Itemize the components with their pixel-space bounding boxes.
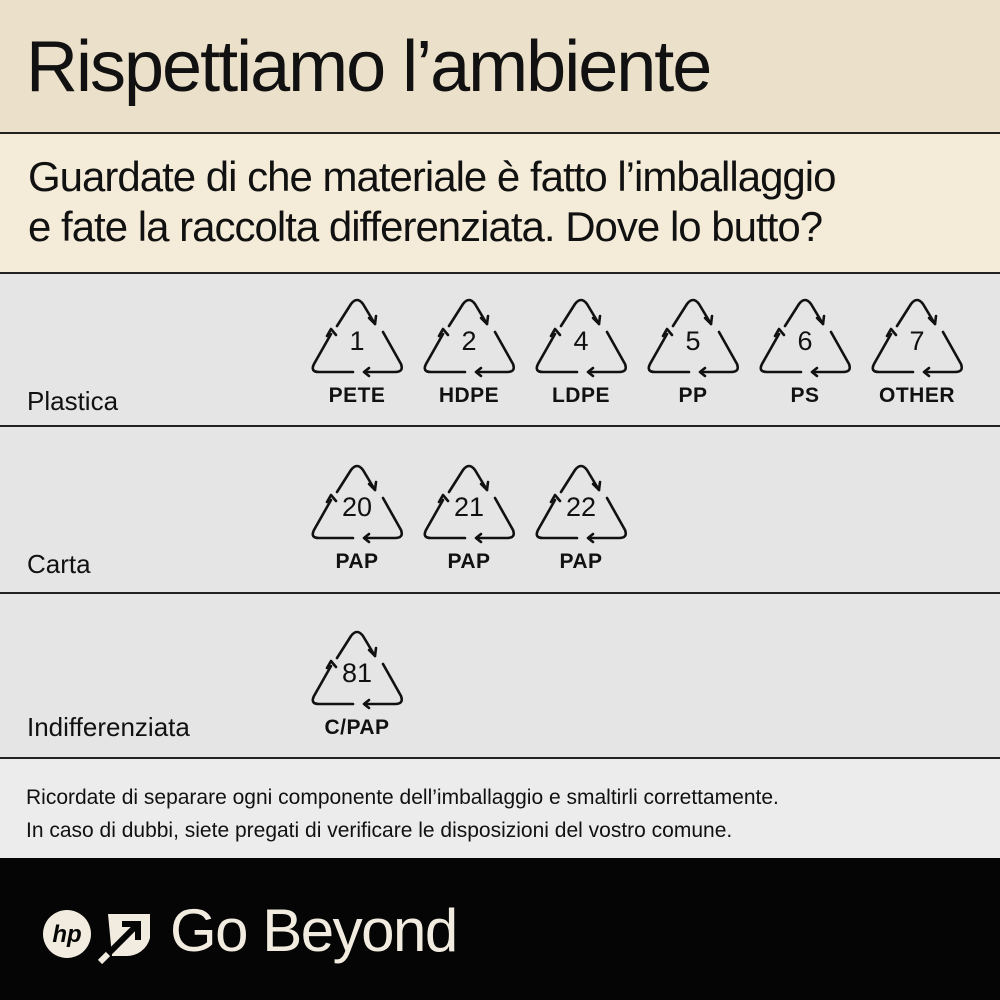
notes-line-1: Ricordate di separare ogni componente de…	[26, 786, 779, 809]
recycling-triangle-icon: 20	[311, 464, 404, 544]
recycling-symbol: 6 PS	[755, 296, 855, 408]
subtitle: Guardate di che materiale è fatto l’imba…	[28, 152, 836, 252]
material-code: PETE	[328, 384, 386, 407]
material-code: PP	[678, 384, 708, 407]
row-plastica: Plastica	[0, 274, 1000, 427]
recycling-symbol: 7 OTHER	[867, 296, 967, 408]
recycling-symbol: 4 LDPE	[531, 296, 631, 408]
recycling-symbol: 22 PAP	[531, 462, 631, 574]
subtitle-banner: Guardate di che materiale è fatto l’imba…	[0, 134, 1000, 274]
resin-number: 81	[342, 658, 372, 688]
material-code: PAP	[447, 550, 491, 573]
recycling-symbol: 5 PP	[643, 296, 743, 408]
row-label: Indifferenziata	[27, 712, 190, 742]
svg-text:hp: hp	[52, 921, 81, 948]
material-code: OTHER	[879, 384, 955, 407]
recycling-triangle-icon: 4	[535, 298, 628, 378]
resin-number: 2	[461, 326, 476, 356]
notes-line-2: In caso di dubbi, siete pregati di verif…	[26, 819, 733, 842]
recycling-triangle-icon: 81	[311, 630, 404, 710]
recycling-symbol: 1 PETE	[307, 296, 407, 408]
footer	[0, 858, 1000, 1000]
resin-number: 4	[573, 326, 588, 356]
material-code: PAP	[559, 550, 603, 573]
resin-number: 21	[454, 492, 484, 522]
recycling-symbol: 21 PAP	[419, 462, 519, 574]
recycling-triangle-icon: 22	[535, 464, 628, 544]
resin-number: 22	[566, 492, 596, 522]
recycling-symbol: 20 PAP	[307, 462, 407, 574]
notes: Ricordate di separare ogni componente de…	[0, 759, 1000, 858]
row-carta: Carta	[0, 427, 1000, 594]
material-code: PAP	[335, 550, 379, 573]
resin-number: 6	[797, 326, 812, 356]
subtitle-line-2: e fate la raccolta differenziata. Dove l…	[28, 203, 823, 250]
hp-logo: hp	[42, 904, 157, 969]
row-label: Plastica	[27, 386, 119, 416]
recycling-symbol: 2 HDPE	[419, 296, 519, 408]
recycling-triangle-icon: 7	[871, 298, 964, 378]
resin-number: 7	[909, 326, 924, 356]
title-banner: Rispettiamo l’ambiente	[0, 0, 1000, 134]
recycling-triangle-icon: 6	[759, 298, 852, 378]
resin-number: 1	[349, 326, 364, 356]
tagline: Go Beyond	[170, 897, 458, 964]
recycling-triangle-icon: 5	[647, 298, 740, 378]
recycling-triangle-icon: 21	[423, 464, 516, 544]
resin-number: 20	[342, 492, 372, 522]
recycling-triangle-icon: 1	[311, 298, 404, 378]
page-title: Rispettiamo l’ambiente	[26, 27, 712, 107]
subtitle-line-1: Guardate di che materiale è fatto l’imba…	[28, 153, 836, 200]
recycling-symbol: 81 C/PAP	[307, 628, 407, 740]
recycling-triangle-icon: 2	[423, 298, 516, 378]
material-code: PS	[790, 384, 820, 407]
material-code: C/PAP	[324, 716, 390, 739]
material-code: HDPE	[438, 384, 500, 407]
resin-number: 5	[685, 326, 700, 356]
row-label: Carta	[27, 549, 91, 579]
material-code: LDPE	[551, 384, 610, 407]
row-indifferenziata: Indifferenziata	[0, 594, 1000, 759]
